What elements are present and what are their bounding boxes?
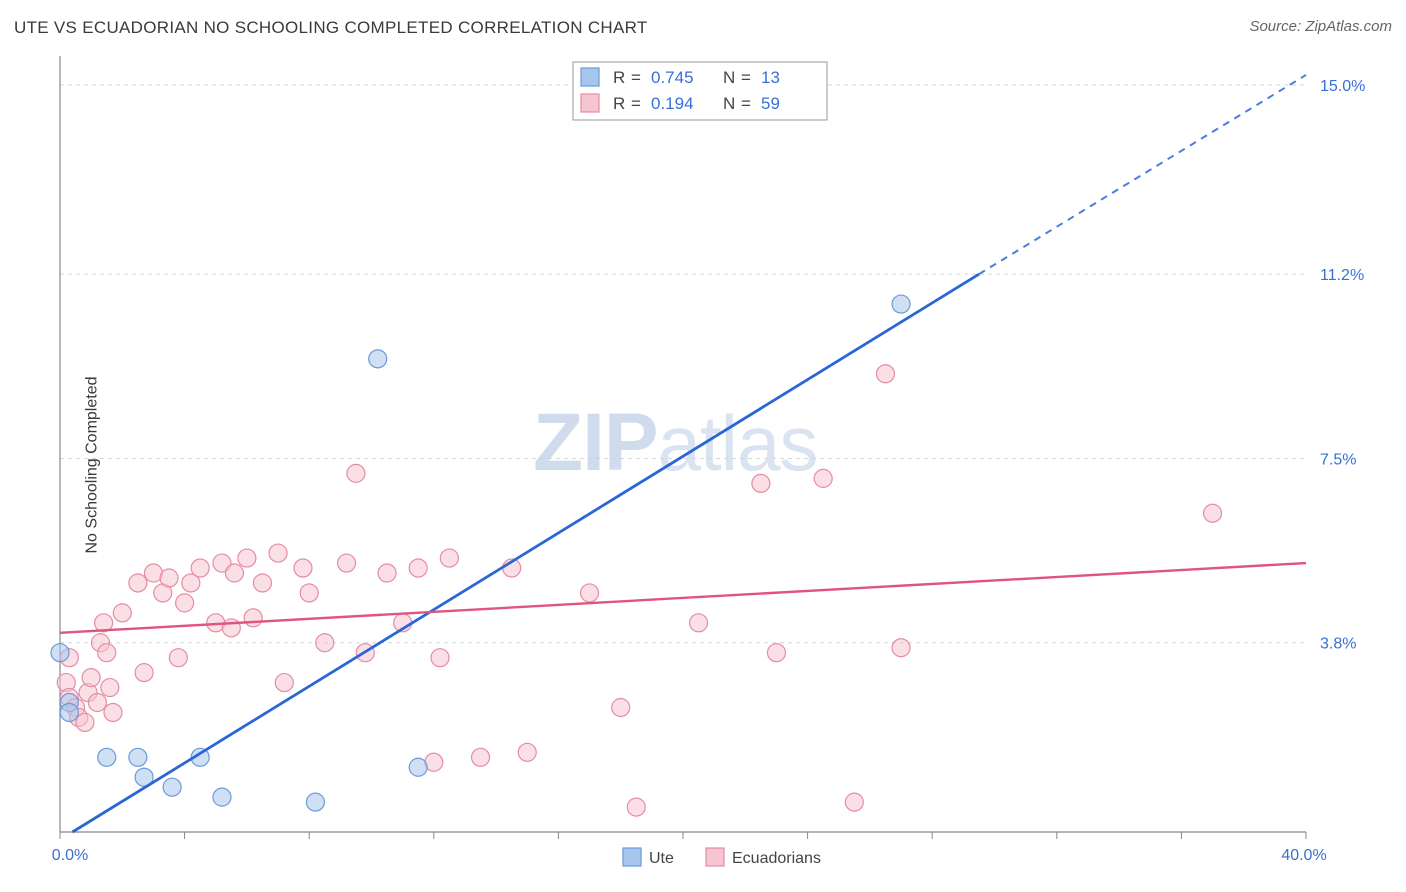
- data-point: [690, 614, 708, 632]
- chart-area: No Schooling Completed 3.8% 7.5% 11.2% 15.0…: [14, 50, 1392, 880]
- data-point: [518, 743, 536, 761]
- svg-text:R: R: [613, 68, 625, 87]
- data-point: [76, 713, 94, 731]
- svg-text:0.194: 0.194: [651, 94, 694, 113]
- data-point: [238, 549, 256, 567]
- data-point: [160, 569, 178, 587]
- data-point: [244, 609, 262, 627]
- svg-text:=: =: [741, 68, 751, 87]
- svg-text:7.5%: 7.5%: [1320, 451, 1356, 468]
- data-point: [752, 474, 770, 492]
- data-point: [101, 679, 119, 697]
- data-point: [409, 559, 427, 577]
- data-point: [378, 564, 396, 582]
- data-point: [98, 748, 116, 766]
- legend-label: Ecuadorians: [732, 850, 821, 867]
- data-point: [581, 584, 599, 602]
- data-point: [440, 549, 458, 567]
- data-point: [169, 649, 187, 667]
- svg-text:ZIPatlas: ZIPatlas: [533, 397, 817, 488]
- data-point: [347, 464, 365, 482]
- data-point: [814, 469, 832, 487]
- data-point: [892, 639, 910, 657]
- data-point: [98, 644, 116, 662]
- legend-swatch: [623, 848, 641, 866]
- data-point: [113, 604, 131, 622]
- data-point: [1204, 504, 1222, 522]
- data-point: [213, 788, 231, 806]
- data-point: [294, 559, 312, 577]
- svg-text:0.745: 0.745: [651, 68, 694, 87]
- data-point: [88, 694, 106, 712]
- stats-legend: [573, 62, 827, 120]
- svg-text:=: =: [741, 94, 751, 113]
- data-point: [275, 674, 293, 692]
- trend-line-ecuadorians: [60, 563, 1306, 633]
- data-point: [431, 649, 449, 667]
- data-point: [627, 798, 645, 816]
- legend-label: Ute: [649, 850, 674, 867]
- data-point: [269, 544, 287, 562]
- data-point: [892, 295, 910, 313]
- data-point: [222, 619, 240, 637]
- y-axis-label: No Schooling Completed: [84, 377, 102, 554]
- data-point: [176, 594, 194, 612]
- svg-text:=: =: [631, 94, 641, 113]
- data-point: [369, 350, 387, 368]
- svg-text:59: 59: [761, 94, 780, 113]
- data-point: [129, 748, 147, 766]
- data-point: [225, 564, 243, 582]
- svg-text:15.0%: 15.0%: [1320, 78, 1365, 95]
- data-point: [612, 698, 630, 716]
- data-point: [338, 554, 356, 572]
- svg-text:R: R: [613, 94, 625, 113]
- data-point: [129, 574, 147, 592]
- svg-text:N: N: [723, 94, 735, 113]
- data-point: [104, 703, 122, 721]
- data-point: [135, 664, 153, 682]
- data-point: [191, 559, 209, 577]
- data-point: [472, 748, 490, 766]
- data-point: [82, 669, 100, 687]
- svg-text:11.2%: 11.2%: [1320, 267, 1364, 284]
- svg-text:=: =: [631, 68, 641, 87]
- svg-text:3.8%: 3.8%: [1320, 636, 1356, 653]
- data-point: [253, 574, 271, 592]
- data-point: [767, 644, 785, 662]
- svg-text:0.0%: 0.0%: [52, 847, 88, 864]
- source-attribution: Source: ZipAtlas.com: [1249, 18, 1392, 35]
- svg-text:N: N: [723, 68, 735, 87]
- legend-swatch: [706, 848, 724, 866]
- data-point: [845, 793, 863, 811]
- data-point: [300, 584, 318, 602]
- svg-text:40.0%: 40.0%: [1281, 847, 1326, 864]
- data-point: [51, 644, 69, 662]
- scatter-chart: 3.8% 7.5% 11.2% 15.0% ZIPatlas 0.0% 40.0% R = 0.7…: [14, 50, 1392, 880]
- data-point: [409, 758, 427, 776]
- chart-title: UTE VS ECUADORIAN NO SCHOOLING COMPLETED…: [14, 18, 648, 38]
- data-point: [60, 703, 78, 721]
- data-point: [316, 634, 334, 652]
- data-point: [876, 365, 894, 383]
- data-point: [163, 778, 181, 796]
- svg-text:13: 13: [761, 68, 780, 87]
- data-point: [306, 793, 324, 811]
